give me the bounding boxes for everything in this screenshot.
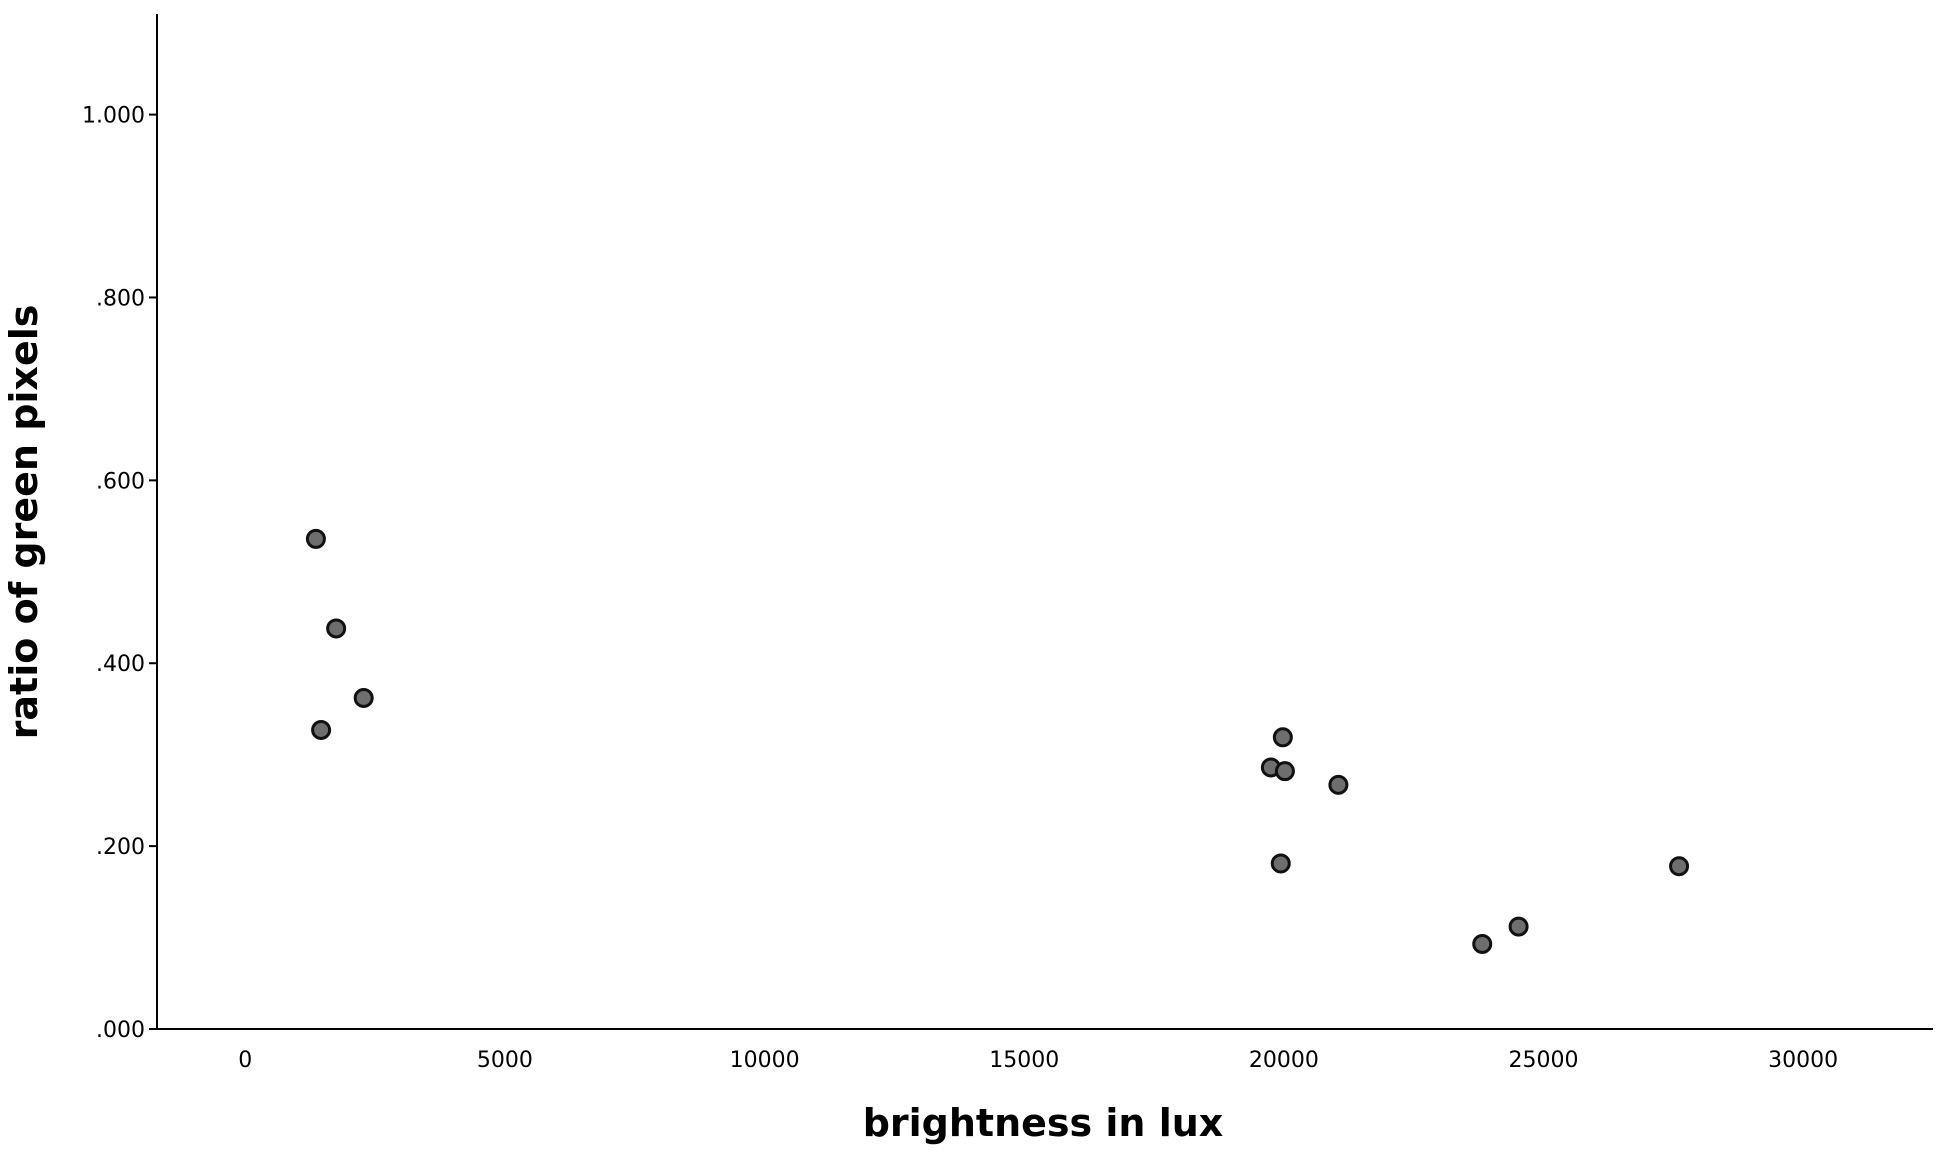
x-tick-label: 25000 (1509, 1048, 1579, 1073)
x-ticks: 0 5000 10000 15000 20000 25000 30000 (238, 1048, 1838, 1073)
data-point (305, 528, 326, 549)
data-point (1272, 727, 1293, 748)
y-ticks: .000 .200 .400 .600 .800 1.000 (82, 104, 157, 1043)
y-tick-label: .400 (96, 652, 145, 677)
data-point (1270, 853, 1291, 874)
y-axis-title: ratio of green pixels (2, 305, 46, 740)
x-tick-label: 15000 (989, 1048, 1059, 1073)
data-point (353, 687, 374, 708)
data-point (311, 719, 332, 740)
data-point (326, 618, 347, 639)
x-axis-title: brightness in lux (863, 1101, 1224, 1145)
x-tick-label: 5000 (477, 1048, 533, 1073)
y-tick-label: .200 (96, 835, 145, 860)
y-tick-label: .000 (96, 1018, 145, 1043)
data-point (1274, 761, 1295, 782)
data-point (1328, 774, 1349, 795)
y-tick-label: 1.000 (82, 104, 145, 129)
data-point (1669, 856, 1690, 877)
x-tick-label: 20000 (1249, 1048, 1319, 1073)
y-tick-label: .600 (96, 469, 145, 494)
data-points (305, 528, 1690, 954)
data-point (1508, 916, 1529, 937)
x-tick-label: 0 (238, 1048, 252, 1073)
data-point (1472, 933, 1493, 954)
y-tick-label: .800 (96, 286, 145, 311)
x-tick-label: 10000 (730, 1048, 800, 1073)
x-tick-label: 30000 (1768, 1048, 1838, 1073)
